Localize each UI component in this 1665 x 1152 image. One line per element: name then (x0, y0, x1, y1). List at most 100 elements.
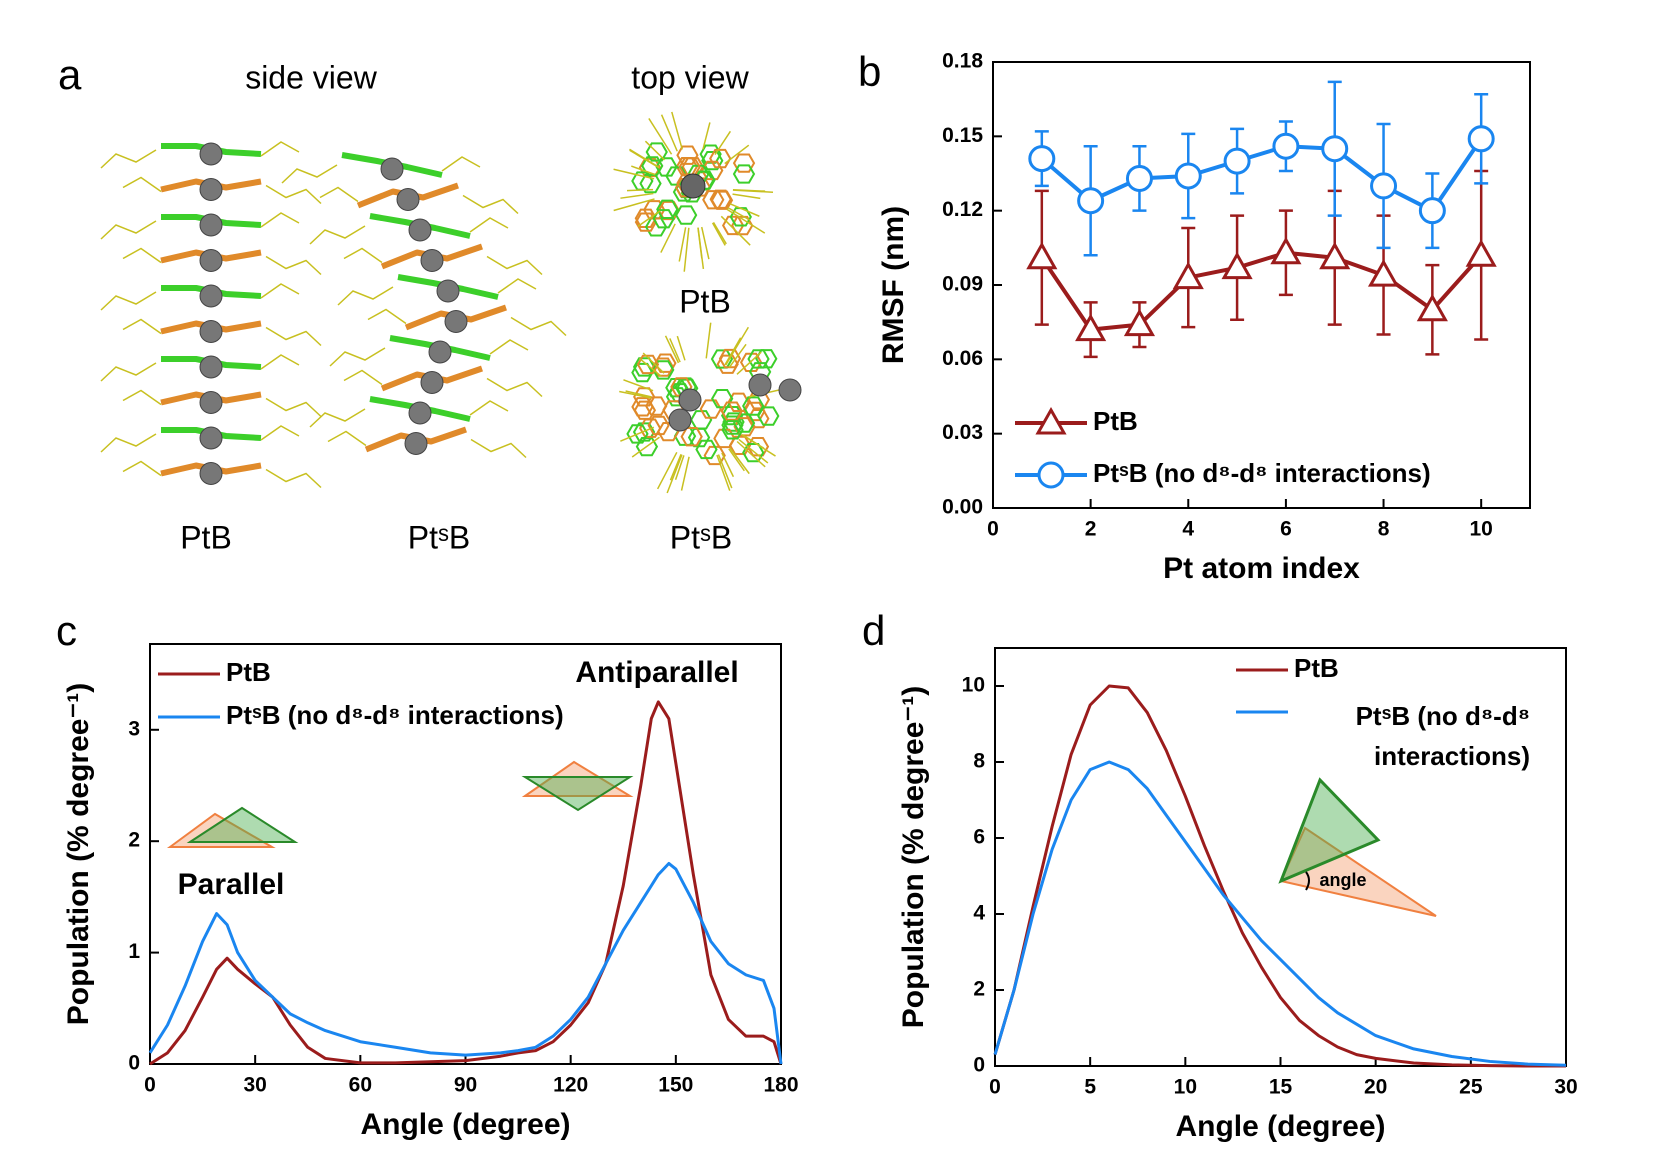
triangle-icon (186, 806, 299, 843)
marker (1125, 164, 1153, 192)
side-chain (309, 225, 366, 245)
x-tick-label: 180 (763, 1074, 798, 1097)
x-tick-label: 20 (1364, 1076, 1387, 1099)
ring (631, 397, 654, 417)
side-chain (613, 168, 655, 180)
pt-atom (404, 432, 428, 455)
pt-atom (680, 173, 706, 199)
ring (732, 164, 756, 184)
marker (1467, 125, 1495, 153)
ring (721, 420, 744, 440)
side-chain (620, 426, 655, 442)
ring (739, 352, 763, 373)
pt-atom (420, 371, 444, 394)
side-chain (319, 186, 359, 203)
top-view-label: top view (631, 59, 749, 95)
side-chain (725, 326, 749, 366)
ring (636, 354, 660, 375)
y-tick-label: 1 (128, 940, 140, 963)
side-chain (281, 164, 338, 184)
side-chain (100, 291, 157, 311)
pt-atom (199, 355, 223, 379)
ring (676, 145, 699, 165)
plot-frame (992, 61, 1531, 509)
y-tick-label: 0.18 (942, 50, 983, 73)
y-tick-label: 10 (962, 674, 985, 697)
side-chain (629, 148, 660, 168)
ring (644, 217, 668, 237)
legend-label: PtˢB (no d⁸-d⁸ interactions) (226, 700, 564, 730)
side-chain (705, 322, 712, 359)
marker (1321, 135, 1349, 163)
legend-label: PtB (226, 657, 271, 687)
marker (1172, 261, 1204, 290)
data-line (149, 700, 783, 1066)
pt-atom (199, 249, 223, 272)
pt-atom (199, 178, 223, 201)
pt-atom (199, 320, 223, 343)
ring (634, 212, 658, 232)
ring (690, 410, 713, 430)
marker (1272, 132, 1300, 160)
pt-atom (408, 401, 432, 425)
pt-atom (428, 340, 452, 364)
y-axis-title: RMSF (nm) (877, 206, 910, 364)
pt-atom (199, 213, 223, 237)
panel-label: b (858, 48, 881, 95)
side-chain (100, 149, 157, 169)
side-chain (666, 454, 683, 494)
side-chain (714, 130, 732, 156)
side-chain (720, 215, 751, 246)
marker (1270, 236, 1302, 265)
y-axis-title: Population (% degree⁻¹) (62, 683, 95, 1026)
ring (732, 153, 756, 173)
x-axis-title: Angle (degree) (1175, 1110, 1385, 1143)
side-chain (469, 217, 509, 233)
side-chain (724, 337, 742, 366)
x-tick-label: 0 (144, 1074, 156, 1097)
data-line (1040, 137, 1483, 213)
x-tick-label: 6 (1280, 518, 1292, 541)
marker (1418, 197, 1446, 225)
marker (1221, 251, 1253, 280)
side-chain (676, 335, 686, 361)
angle-arc (1305, 871, 1310, 891)
side-chain (100, 362, 157, 382)
ring (747, 349, 770, 369)
side-chain (671, 111, 683, 150)
panel-label: a (58, 51, 82, 98)
ring (641, 156, 664, 176)
side-chain (721, 452, 735, 478)
side-chain (637, 210, 661, 228)
structure-label: PtˢB (408, 519, 470, 555)
side-chain (729, 447, 750, 475)
side-chain (724, 144, 750, 165)
marker (1037, 461, 1065, 489)
side-chain (100, 220, 157, 240)
side-chain (736, 440, 766, 468)
ring (716, 354, 739, 374)
ring (652, 209, 675, 229)
pt-atom (199, 391, 223, 414)
pt-atom (199, 426, 223, 450)
y-tick-label: 8 (973, 750, 985, 773)
ring (731, 215, 754, 236)
y-tick-label: 3 (128, 717, 140, 740)
structure-label: PtB (679, 283, 731, 319)
side-chain (729, 202, 760, 217)
side-chain (260, 141, 300, 157)
x-tick-label: 4 (1182, 518, 1194, 541)
structure-label: PtˢB (670, 519, 732, 555)
y-tick-label: 0 (128, 1052, 140, 1075)
y-tick-label: 2 (128, 829, 140, 852)
marker (1319, 241, 1351, 270)
side-chain (631, 436, 660, 458)
x-tick-label: 90 (454, 1074, 477, 1097)
ring (647, 415, 670, 436)
side-chain (619, 390, 652, 399)
side-chain (122, 176, 162, 193)
side-chain (260, 212, 300, 228)
side-chain (486, 255, 543, 276)
side-chain (469, 400, 509, 416)
